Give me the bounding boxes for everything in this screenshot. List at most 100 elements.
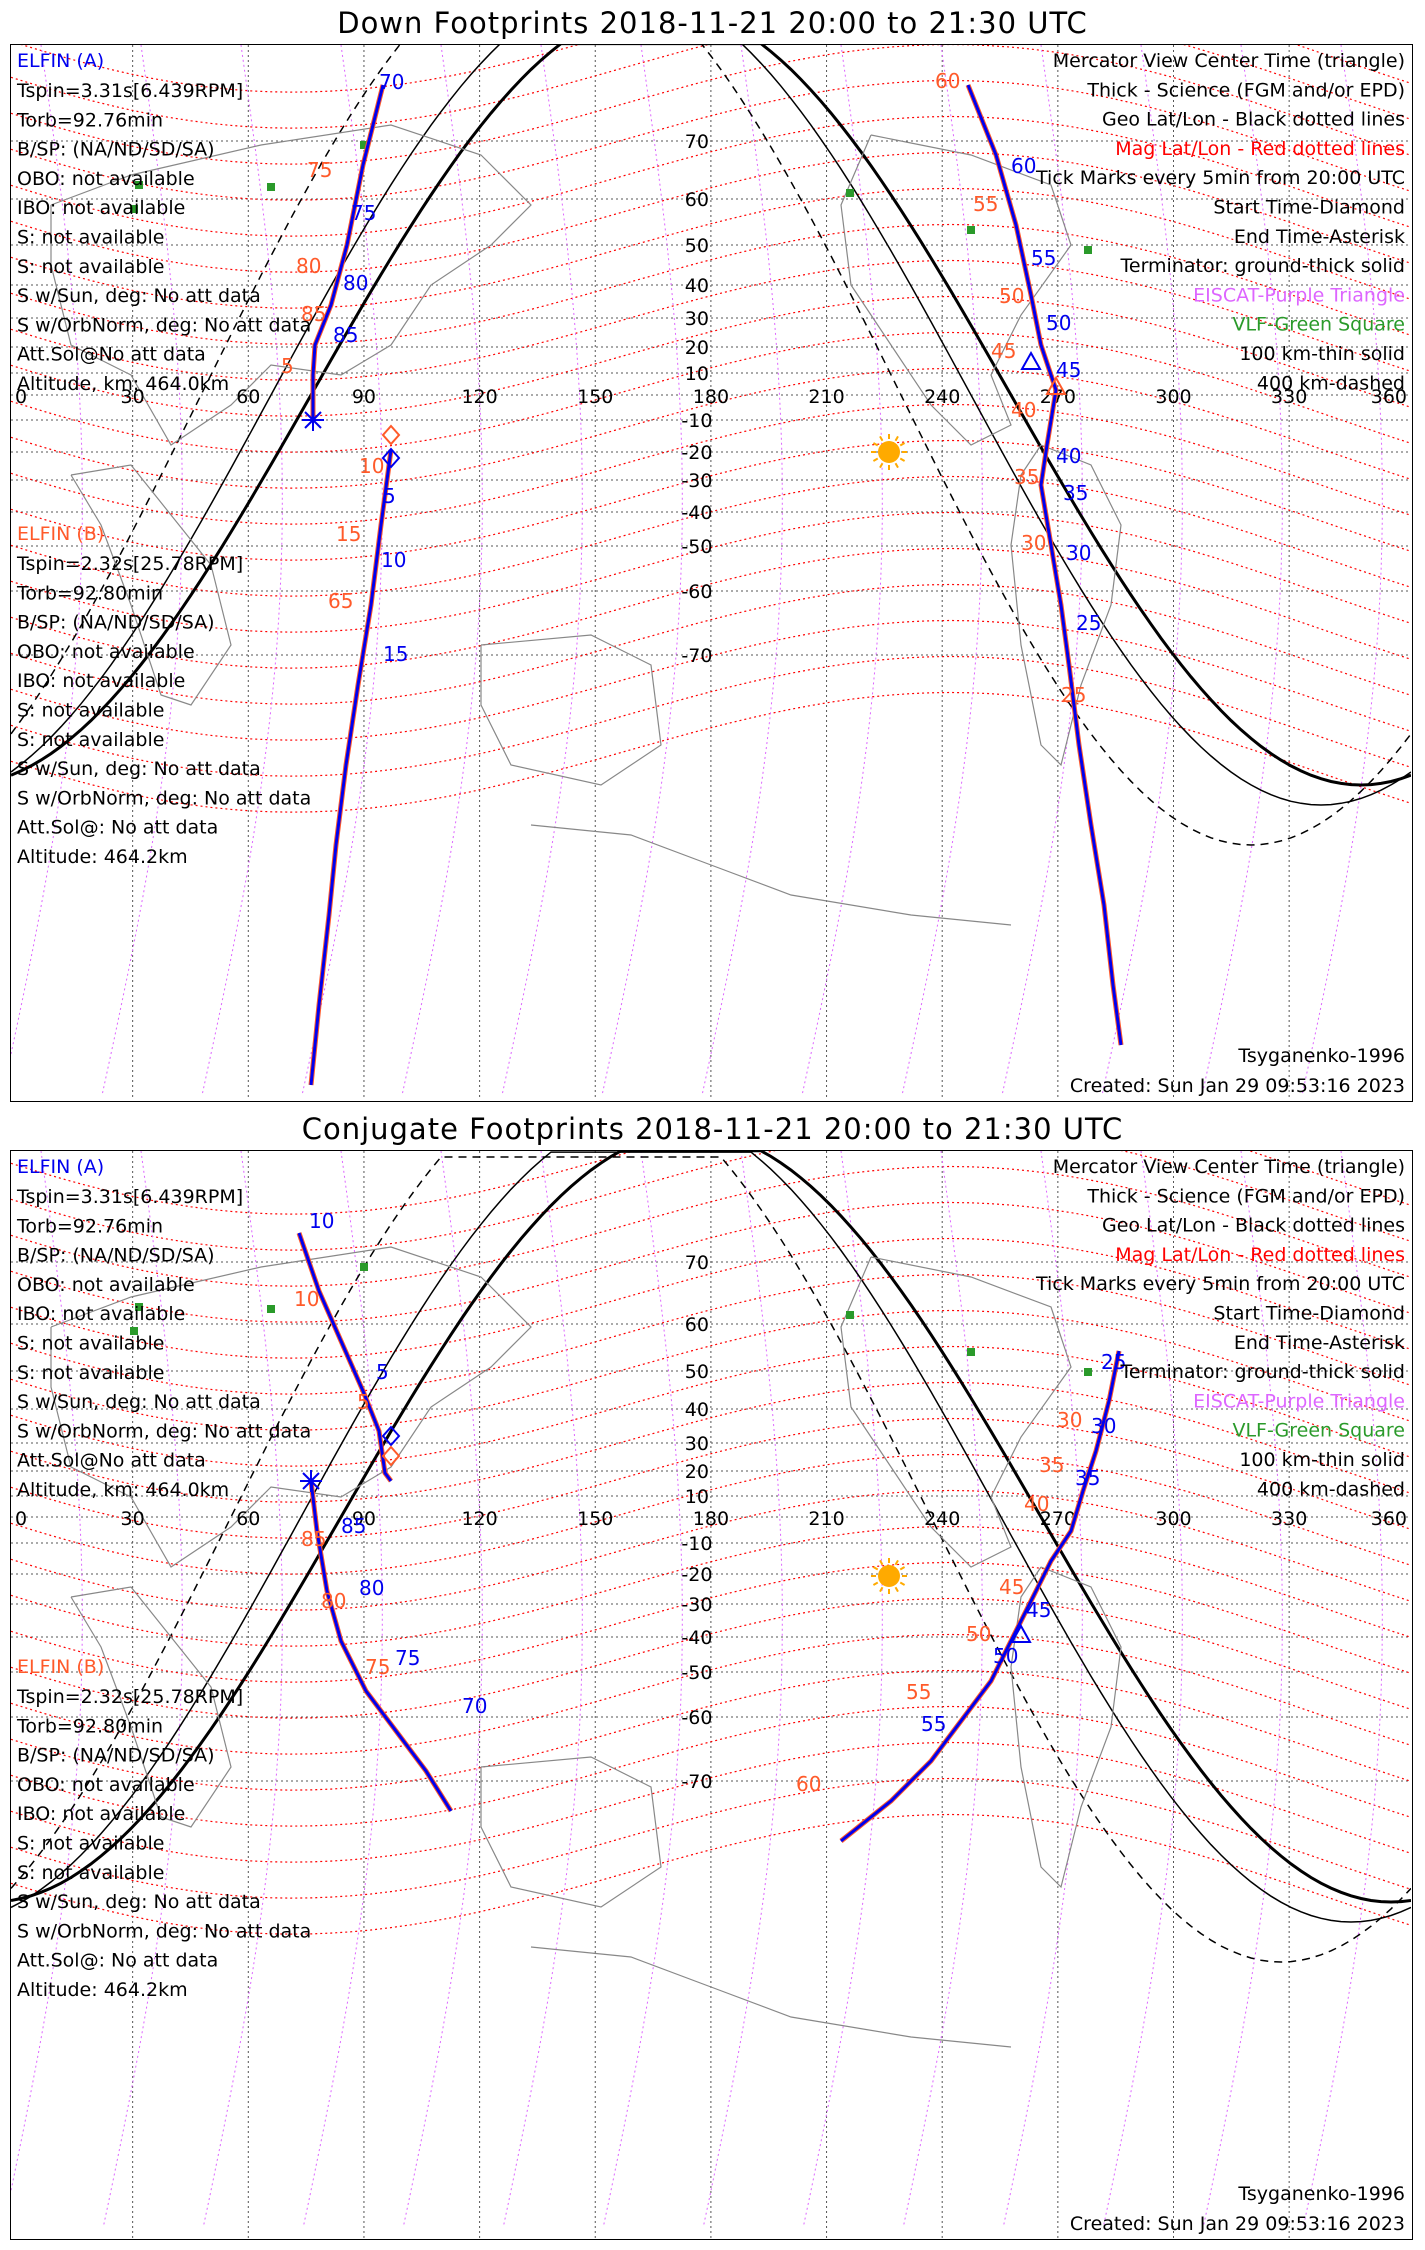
elfin-a-tick-label: 85	[341, 1514, 366, 1538]
mag-latitude-line	[10, 1129, 1412, 1251]
mag-longitude-line	[203, 1150, 283, 2227]
elfin-b-tick-label: 5	[281, 354, 294, 378]
vlf-station-icon	[130, 1327, 138, 1335]
sun-icon	[878, 1565, 900, 1587]
elfin-a-tick-label: 5	[383, 484, 396, 508]
lon-label: 300	[1155, 1508, 1191, 1530]
elfin-b-info-line: OBO: not available	[17, 641, 195, 663]
lon-label: 210	[808, 386, 844, 408]
elfin-a-tick-label: 30	[1066, 541, 1091, 565]
legend-entry: Tick Marks every 5min from 20:00 UTC	[1035, 1273, 1405, 1295]
map-panel-down: 0 30 60 90 120 150 180 210 240 270 300 330 360 70 60 50…	[1, 0, 1413, 1102]
elfin-b-tick-label: 15	[336, 522, 361, 546]
mag-longitude-line	[401, 44, 483, 1096]
mag-longitude-line	[1001, 44, 1083, 1096]
elfin-b-info-line: S: not available	[17, 729, 164, 751]
vlf-station-icon	[360, 141, 368, 149]
coastline	[50, 1246, 532, 1568]
lon-label: 300	[1155, 386, 1191, 408]
elfin-a-tick-label: 35	[1063, 481, 1088, 505]
lon-label: 330	[1271, 1508, 1307, 1530]
elfin-b-tick-label: 10	[359, 454, 384, 478]
lat-label: -10	[681, 1533, 712, 1555]
lat-label: 20	[685, 337, 709, 359]
coastline	[840, 134, 1072, 446]
mag-latitude-line	[10, 295, 1412, 417]
elfin-b-info-line: S: not available	[17, 1833, 164, 1855]
elfin-b-tick-label: 50	[999, 284, 1024, 308]
mag-longitude-line	[903, 1150, 983, 2227]
mag-latitude-line	[10, 403, 1412, 525]
legend-entry: 400 km-dashed	[1257, 372, 1405, 394]
lat-label: -70	[681, 1771, 712, 1793]
mag-latitude-line	[10, 1669, 1412, 1791]
terminator-ground	[10, 1149, 1412, 1904]
elfin-a-info-line: S w/OrbNorm, deg: No att data	[17, 1420, 311, 1442]
mag-latitude-line	[10, 43, 1412, 165]
elfin-a-tick-label: 55	[921, 1712, 946, 1736]
elfin-b-tick-label: 80	[296, 254, 321, 278]
sun-ray	[899, 1581, 906, 1586]
elfin-b-tick-label: 60	[935, 69, 960, 93]
sun-ray	[899, 442, 906, 447]
footprint-map-down: 0 30 60 90 120 150 180 210 240 270 300 330 360706050…	[1, 0, 1412, 1100]
vlf-station-icon	[135, 181, 143, 189]
elfin-b-info-line: OBO: not available	[17, 1774, 195, 1796]
elfin-b-tick-label: 45	[991, 339, 1016, 363]
elfin-b-tick-label: 30	[1057, 1408, 1082, 1432]
legend-entry: Terminator: ground-thick solid	[1120, 1361, 1406, 1383]
elfin-a-tick-label: 10	[309, 1209, 334, 1233]
lon-label: 120	[461, 386, 497, 408]
vlf-station-icon	[846, 189, 854, 197]
elfin-a-tick-label: 45	[1056, 358, 1081, 382]
elfin-b-info-line: B/SP: (NA/ND/SD/SA)	[17, 1745, 215, 1767]
mag-latitude-line	[10, 655, 1412, 777]
footprint-map-conjugate: 0 30 60 90 120 150 180 210 240 270 300 330 360 70 60 50…	[3, 1093, 1412, 2238]
lon-label: 150	[577, 386, 613, 408]
sun-ray	[872, 457, 879, 462]
lon-label: 0	[15, 386, 27, 408]
lat-label: -60	[681, 581, 712, 603]
elfin-b-tick-label: 80	[321, 1589, 346, 1613]
coastline	[1010, 444, 1122, 767]
elfin-b-tick-label: 35	[1014, 465, 1039, 489]
legend-entry: 100 km-thin solid	[1239, 343, 1405, 365]
lon-label: 90	[352, 386, 376, 408]
mag-latitude-line	[10, 1777, 1412, 1899]
elfin-b-info-line: Torb=92.80min	[16, 1715, 163, 1737]
lat-label: 70	[685, 131, 709, 153]
elfin-a-info-line: OBO: not available	[17, 1274, 195, 1296]
lat-label: 60	[685, 1314, 709, 1336]
elfin-b-tick-label: 10	[294, 1287, 319, 1311]
mag-latitude-line	[10, 1453, 1412, 1575]
vlf-station-icon	[1084, 1368, 1092, 1376]
mag-longitude-line	[101, 44, 183, 1096]
lon-label: 150	[577, 1508, 613, 1530]
legend-entry: EISCAT-Purple Triangle	[1193, 1390, 1405, 1412]
mag-longitude-line	[901, 44, 983, 1096]
elfin-b-tick-label: 75	[365, 1655, 390, 1679]
model-label: Tsyganenko-1996	[1237, 2183, 1405, 2205]
sun-ray	[879, 1559, 884, 1566]
elfin-a-tick-label: 70	[462, 1694, 487, 1718]
mag-longitude-line	[1, 44, 83, 1096]
mag-latitude-line	[10, 1813, 1412, 1935]
legend-entry: Start Time-Diamond	[1213, 197, 1405, 219]
end-time-asterisk-icon	[302, 1472, 320, 1490]
elfin-a-info-line: S w/OrbNorm, deg: No att data	[17, 314, 311, 336]
elfin-a-tick-label: 80	[343, 271, 368, 295]
elfin-a-info-line: Tspin=3.31s[6.439RPM]	[16, 80, 243, 102]
coastline	[530, 824, 1012, 926]
lat-label: 70	[685, 1252, 709, 1274]
lon-label: 360	[1371, 1508, 1407, 1530]
elfin-a-info-line: S w/Sun, deg: No att data	[17, 285, 261, 307]
mag-latitude-line	[10, 187, 1412, 309]
elfin-a-track	[309, 1480, 453, 1812]
elfin-b-tick-label: 85	[301, 1527, 326, 1551]
sun-ray	[872, 1581, 879, 1586]
sun-ray	[879, 1586, 884, 1593]
elfin-a-info-line: Torb=92.76min	[16, 1215, 163, 1237]
mag-longitude-line	[1303, 1150, 1383, 2227]
elfin-b-info-line: Altitude: 464.2km	[17, 846, 188, 868]
legend-entry: Thick - Science (FGM and/or EPD)	[1086, 1185, 1405, 1207]
